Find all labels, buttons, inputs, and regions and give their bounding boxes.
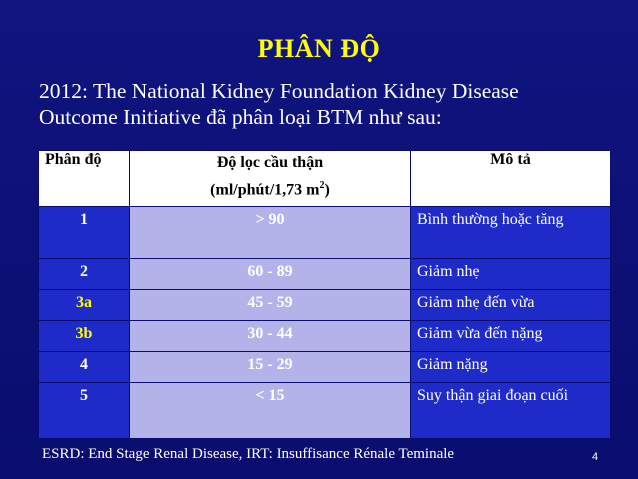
table-row: 4 15 - 29 Giảm nặng	[38, 351, 611, 383]
slide-subtitle: 2012: The National Kidney Foundation Kid…	[39, 78, 629, 130]
header-gfr-line-2: (ml/phút/1,73 m2)	[134, 174, 406, 201]
description-cell: Giảm nặng	[410, 351, 611, 383]
gfr-cell: 30 - 44	[129, 320, 411, 352]
table-header-row: Phân độ Độ lọc cầu thận (ml/phút/1,73 m2…	[38, 150, 611, 207]
description-cell: Suy thận giai đoạn cuối	[410, 382, 611, 439]
header-gfr-close: )	[324, 181, 330, 199]
gfr-cell: < 15	[129, 382, 411, 439]
gfr-cell: 60 - 89	[129, 258, 411, 290]
description-cell: Giảm nhẹ	[410, 258, 611, 290]
table-row: 2 60 - 89 Giảm nhẹ	[38, 258, 611, 290]
stage-cell: 1	[38, 206, 130, 259]
description-cell: Giảm nhẹ đến vừa	[410, 289, 611, 321]
ckd-stage-table: Phân độ Độ lọc cầu thận (ml/phút/1,73 m2…	[38, 150, 611, 439]
description-cell: Bình thường hoặc tăng	[410, 206, 611, 259]
table-row: 1 > 90 Bình thường hoặc tăng	[38, 206, 611, 259]
subtitle-line-2: Outcome Initiative đã phân loại BTM như …	[39, 105, 442, 129]
footer-note: ESRD: End Stage Renal Disease, IRT: Insu…	[42, 446, 455, 462]
header-gfr-line-1: Độ lọc cầu thận	[216, 154, 324, 171]
gfr-cell: 15 - 29	[129, 351, 411, 383]
stage-cell: 3a	[38, 289, 130, 321]
subtitle-line-1: 2012: The National Kidney Foundation Kid…	[39, 79, 519, 103]
table-row: 3b 30 - 44 Giảm vừa đến nặng	[38, 320, 611, 352]
header-description: Mô tả	[410, 150, 611, 207]
header-gfr: Độ lọc cầu thận (ml/phút/1,73 m2)	[129, 150, 411, 207]
gfr-cell: > 90	[129, 206, 411, 259]
header-gfr-sup: 2	[319, 180, 325, 191]
table-row: 5 < 15 Suy thận giai đoạn cuối	[38, 382, 611, 439]
description-cell: Giảm vừa đến nặng	[410, 320, 611, 352]
table-row: 3a 45 - 59 Giảm nhẹ đến vừa	[38, 289, 611, 321]
header-gfr-unit: (ml/phút/1,73 m	[210, 181, 320, 199]
gfr-cell: 45 - 59	[129, 289, 411, 321]
stage-cell: 5	[38, 382, 130, 439]
header-stage: Phân độ	[38, 150, 130, 207]
stage-cell: 4	[38, 351, 130, 383]
stage-cell: 3b	[38, 320, 130, 352]
slide-title: PHÂN ĐỘ	[257, 34, 381, 63]
stage-cell: 2	[38, 258, 130, 290]
page-number: 4	[592, 451, 599, 463]
